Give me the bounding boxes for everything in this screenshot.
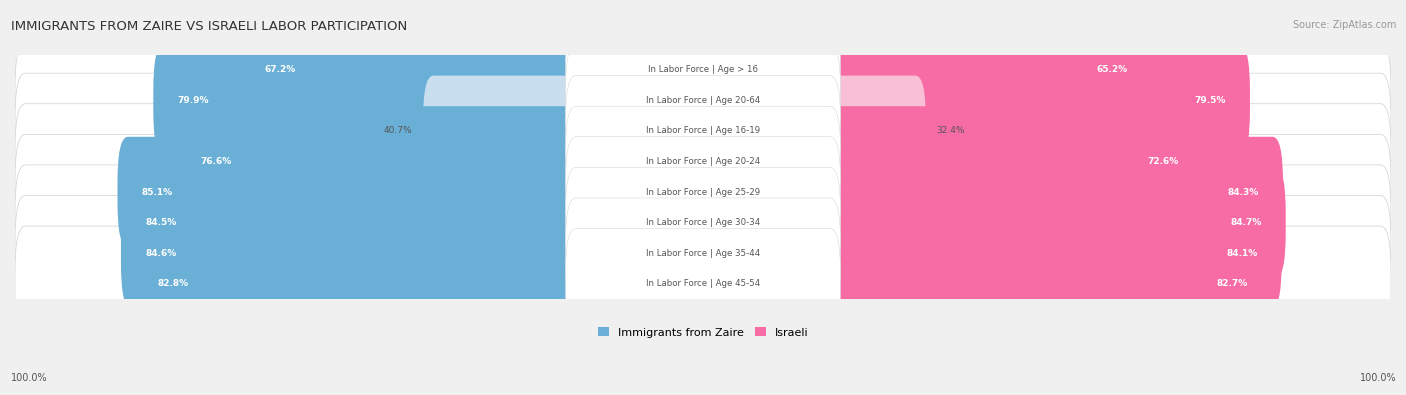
FancyBboxPatch shape	[693, 167, 1285, 278]
FancyBboxPatch shape	[565, 137, 841, 248]
FancyBboxPatch shape	[15, 12, 1391, 128]
Text: 67.2%: 67.2%	[264, 65, 297, 74]
FancyBboxPatch shape	[693, 75, 927, 186]
Text: 76.6%: 76.6%	[200, 157, 232, 166]
FancyBboxPatch shape	[176, 106, 713, 217]
Text: In Labor Force | Age 30-34: In Labor Force | Age 30-34	[645, 218, 761, 227]
Text: 79.9%: 79.9%	[177, 96, 209, 105]
FancyBboxPatch shape	[423, 75, 713, 186]
FancyBboxPatch shape	[121, 198, 713, 308]
Text: 32.4%: 32.4%	[936, 126, 965, 135]
FancyBboxPatch shape	[153, 45, 713, 156]
Text: In Labor Force | Age 20-24: In Labor Force | Age 20-24	[645, 157, 761, 166]
FancyBboxPatch shape	[565, 229, 841, 339]
FancyBboxPatch shape	[693, 198, 1282, 308]
FancyBboxPatch shape	[565, 75, 841, 186]
Text: 79.5%: 79.5%	[1195, 96, 1226, 105]
Text: 72.6%: 72.6%	[1147, 157, 1178, 166]
Text: 85.1%: 85.1%	[142, 188, 173, 197]
FancyBboxPatch shape	[565, 198, 841, 308]
FancyBboxPatch shape	[15, 134, 1391, 250]
FancyBboxPatch shape	[118, 137, 713, 248]
Text: 84.3%: 84.3%	[1227, 188, 1258, 197]
Text: 84.1%: 84.1%	[1226, 249, 1257, 258]
Text: 82.8%: 82.8%	[157, 279, 188, 288]
Text: 65.2%: 65.2%	[1097, 65, 1128, 74]
FancyBboxPatch shape	[15, 226, 1391, 342]
FancyBboxPatch shape	[15, 43, 1391, 158]
Text: In Labor Force | Age 20-64: In Labor Force | Age 20-64	[645, 96, 761, 105]
FancyBboxPatch shape	[565, 106, 841, 217]
FancyBboxPatch shape	[693, 137, 1284, 248]
Text: 82.7%: 82.7%	[1216, 279, 1249, 288]
Text: IMMIGRANTS FROM ZAIRE VS ISRAELI LABOR PARTICIPATION: IMMIGRANTS FROM ZAIRE VS ISRAELI LABOR P…	[11, 20, 408, 33]
FancyBboxPatch shape	[693, 45, 1250, 156]
Text: 84.6%: 84.6%	[145, 249, 176, 258]
Text: Source: ZipAtlas.com: Source: ZipAtlas.com	[1292, 20, 1396, 30]
Text: In Labor Force | Age 25-29: In Labor Force | Age 25-29	[645, 188, 761, 197]
FancyBboxPatch shape	[15, 196, 1391, 311]
FancyBboxPatch shape	[134, 229, 713, 339]
FancyBboxPatch shape	[15, 165, 1391, 280]
FancyBboxPatch shape	[122, 167, 713, 278]
Text: 100.0%: 100.0%	[1360, 373, 1396, 383]
FancyBboxPatch shape	[565, 167, 841, 278]
Legend: Immigrants from Zaire, Israeli: Immigrants from Zaire, Israeli	[598, 327, 808, 338]
Text: In Labor Force | Age 16-19: In Labor Force | Age 16-19	[645, 126, 761, 135]
FancyBboxPatch shape	[15, 73, 1391, 189]
FancyBboxPatch shape	[693, 229, 1272, 339]
Text: 40.7%: 40.7%	[384, 126, 413, 135]
FancyBboxPatch shape	[565, 45, 841, 156]
Text: 84.5%: 84.5%	[146, 218, 177, 227]
FancyBboxPatch shape	[565, 15, 841, 125]
FancyBboxPatch shape	[693, 106, 1202, 217]
FancyBboxPatch shape	[15, 104, 1391, 219]
Text: In Labor Force | Age > 16: In Labor Force | Age > 16	[648, 65, 758, 74]
Text: 100.0%: 100.0%	[11, 373, 48, 383]
FancyBboxPatch shape	[240, 15, 713, 125]
Text: 84.7%: 84.7%	[1230, 218, 1261, 227]
FancyBboxPatch shape	[693, 15, 1152, 125]
Text: In Labor Force | Age 45-54: In Labor Force | Age 45-54	[645, 279, 761, 288]
Text: In Labor Force | Age 35-44: In Labor Force | Age 35-44	[645, 249, 761, 258]
